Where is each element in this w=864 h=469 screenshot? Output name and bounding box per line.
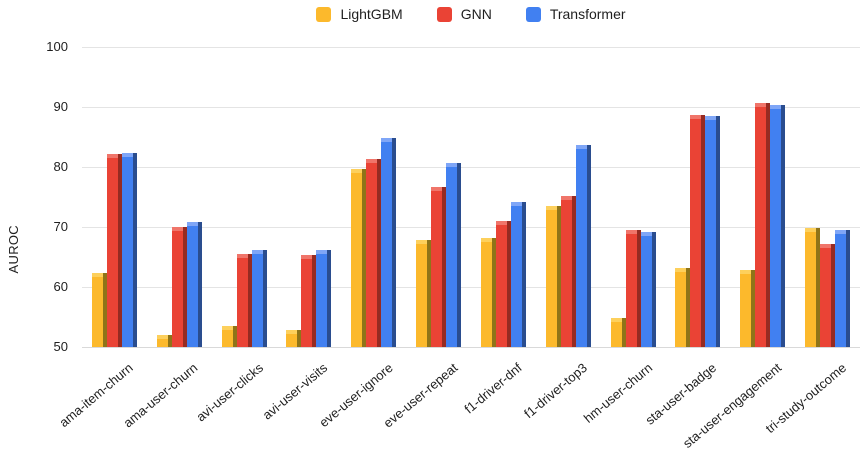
legend-label: GNN [460,6,492,22]
bar-transformer [186,222,202,347]
bar-transformer [251,249,267,347]
bar-gnn [301,254,317,347]
bar-group [610,47,656,347]
x-axis-labels: ama-item-churn ama-user-churn avi-user-cli… [57,348,860,468]
legend-swatch-icon [525,6,541,22]
bar-gnn [820,244,836,347]
bar-lightgbm [675,268,691,347]
bar-transformer [510,201,526,347]
x-label-slot: avi-user-clicks [193,348,267,468]
legend-label: Transformer [549,6,626,22]
bar-lightgbm [91,273,107,347]
x-tick-label: f1-driver-dnf [461,360,526,417]
bar-gnn [690,114,706,347]
bar-transformer [381,138,397,347]
legend-item-lightgbm: LightGBM [316,6,403,22]
x-label-slot: f1-driver-top3 [521,348,591,468]
bar-lightgbm [351,169,367,347]
gridline [82,46,860,48]
plot-area [82,46,860,348]
y-tick-label: 80 [53,159,68,174]
bar-group [740,47,786,347]
bar-lightgbm [610,318,626,347]
bar-lightgbm [156,335,172,347]
x-label-slot: eve-user-repeat [380,348,461,468]
bar-gnn [755,102,771,347]
x-label-slot: sta-user-engagement [680,348,785,468]
legend-swatch-icon [316,6,332,22]
bar-transformer [316,250,332,347]
gridline [82,166,860,168]
x-label-slot: ama-item-churn [57,348,137,468]
bar-group [545,47,591,347]
bar-gnn [236,254,252,347]
bar-group [156,47,202,347]
y-tick-label: 50 [53,339,68,354]
bar-gnn [171,227,187,347]
bar-lightgbm [740,269,756,347]
bar-group [221,47,267,347]
bar-group [805,47,851,347]
bar-transformer [121,152,137,347]
x-tick-label: avi-user-clicks [192,360,266,425]
x-label-slot: sta-user-badge [643,348,720,468]
y-axis-tick-labels: 100 90 80 70 60 50 [0,39,68,354]
gridline [82,226,860,228]
bar-gnn [560,195,576,347]
x-label-slot: ama-user-churn [121,348,202,468]
x-label-slot: f1-driver-dnf [462,348,526,468]
bar-gnn [495,221,511,347]
bar-group [416,47,462,347]
bar-group [480,47,526,347]
bar-transformer [705,116,721,347]
y-tick-label: 70 [53,219,68,234]
bar-lightgbm [221,326,237,347]
legend-item-gnn: GNN [436,6,492,22]
bar-lightgbm [480,237,496,347]
bar-transformer [770,104,786,347]
bar-group [351,47,397,347]
x-label-slot: hm-user-churn [580,348,656,468]
x-tick-label: avi-user-visits [260,360,331,423]
bar-lightgbm [805,227,821,347]
x-label-slot: tri-study-outcome [763,348,850,468]
legend-item-transformer: Transformer [525,6,626,22]
bar-groups [82,47,860,347]
legend-swatch-icon [436,6,452,22]
bar-group [286,47,332,347]
y-tick-label: 100 [46,39,68,54]
legend-label: LightGBM [340,6,403,22]
gridline [82,286,860,288]
legend: LightGBM GNN Transformer [82,6,860,22]
y-tick-label: 60 [53,279,68,294]
gridline [82,106,860,108]
bar-lightgbm [545,206,561,347]
bar-gnn [431,186,447,347]
x-label-slot: avi-user-visits [260,348,331,468]
y-tick-label: 90 [53,99,68,114]
bar-transformer [835,230,851,347]
bar-gnn [625,230,641,347]
x-label-slot: eve-user-ignore [316,348,396,468]
x-axis-line [82,346,860,348]
bar-transformer [640,231,656,347]
bar-group [91,47,137,347]
bar-transformer [575,144,591,347]
bar-lightgbm [286,329,302,347]
bar-lightgbm [416,239,432,347]
bar-gnn [106,153,122,347]
x-tick-label: f1-driver-top3 [520,360,590,422]
bar-gnn [366,158,382,347]
bar-group [675,47,721,347]
bar-transformer [446,163,462,347]
